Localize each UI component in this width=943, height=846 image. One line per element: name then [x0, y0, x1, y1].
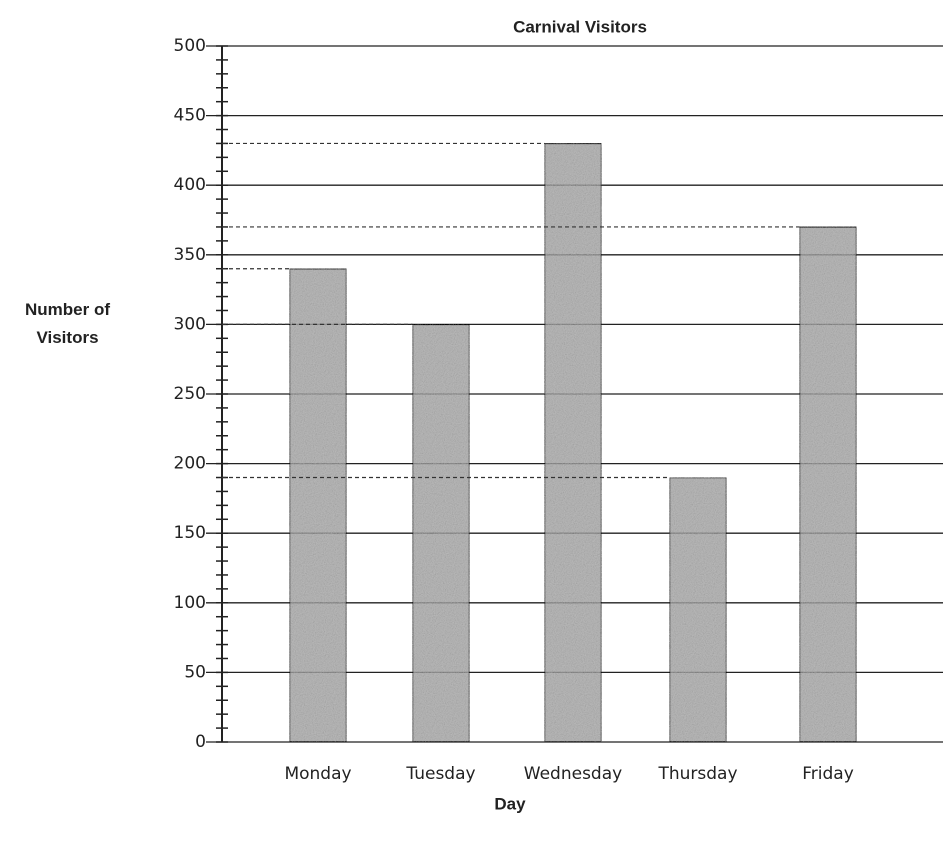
y-tick-label: 50	[184, 662, 206, 682]
y-tick-label: 450	[174, 106, 206, 126]
x-axis-label: Day	[494, 794, 526, 813]
x-tick-label: Monday	[284, 764, 351, 784]
x-tick-label: Friday	[802, 764, 854, 784]
y-tick-label: 0	[195, 732, 206, 752]
y-tick-label: 350	[174, 245, 206, 265]
y-tick-label: 400	[174, 175, 206, 195]
y-tick-label: 200	[174, 454, 206, 474]
x-tick-label: Thursday	[657, 764, 737, 784]
bar	[288, 267, 348, 743]
bar	[411, 323, 471, 743]
y-tick-label: 250	[174, 384, 206, 404]
bar	[543, 142, 603, 743]
y-tick-label: 100	[174, 593, 206, 613]
x-tick-label: Tuesday	[405, 764, 475, 784]
y-axis-label: Number of Visitors	[25, 300, 110, 347]
chart-title: Carnival Visitors	[513, 17, 647, 36]
bar	[668, 476, 728, 743]
x-tick-label: Wednesday	[524, 764, 622, 784]
bar	[798, 226, 858, 743]
y-tick-label: 150	[174, 523, 206, 543]
y-tick-label: 500	[174, 36, 206, 56]
y-tick-label: 300	[174, 314, 206, 334]
